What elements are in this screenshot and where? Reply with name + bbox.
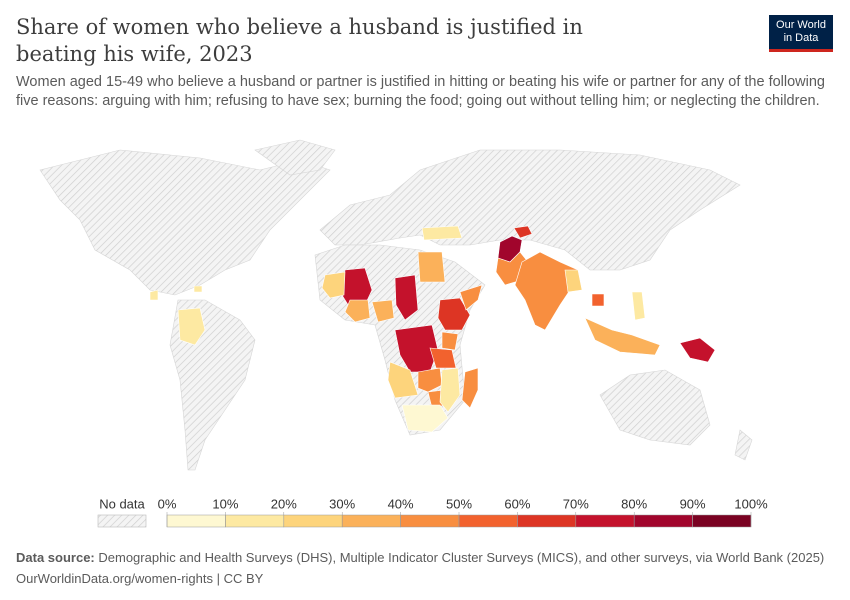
legend-bin [341, 514, 401, 528]
legend-tick-label: 10% [212, 496, 238, 511]
region [514, 251, 579, 331]
map: No data 0% 10% 20% 30% 40% 50% 60% 70% 80% 90% 100… [39, 139, 768, 528]
legend-tick-label: 80% [621, 496, 647, 511]
region [461, 367, 479, 409]
region [513, 225, 533, 239]
legend-tick-label: 30% [329, 496, 355, 511]
legend-tick-label: 100% [734, 496, 768, 511]
region [387, 361, 419, 399]
chart-subtitle: Women aged 15-49 who believe a husband o… [16, 74, 825, 109]
legend-no-data-swatch [97, 514, 147, 528]
region [421, 225, 463, 241]
url[interactable]: OurWorldinData.org/women-rights | CC BY [16, 571, 264, 586]
legend-bin [633, 514, 693, 528]
region [417, 251, 446, 283]
region [417, 367, 443, 393]
source-line: Data source: Demographic and Health Surv… [16, 547, 824, 568]
legend-tick-label: 20% [271, 496, 297, 511]
region [584, 317, 661, 356]
region [371, 299, 395, 323]
legend-tick-label: 90% [680, 496, 706, 511]
logo[interactable]: Our World in Data [769, 15, 833, 52]
legend-tick-label: 0% [158, 496, 177, 511]
source-label: Data source: [16, 550, 95, 565]
footer: Data source: Demographic and Health Surv… [16, 547, 824, 589]
region [631, 291, 646, 321]
region [437, 297, 471, 331]
region [401, 404, 449, 433]
region [439, 367, 461, 413]
legend-bin [400, 514, 460, 528]
legend-tick-label: 40% [388, 496, 414, 511]
region [344, 299, 371, 323]
region [394, 274, 419, 321]
legend-bin [225, 514, 285, 528]
legend-bin [283, 514, 343, 528]
region [459, 284, 483, 311]
legend-bin [575, 514, 635, 528]
legend-no-data-label: No data [99, 496, 145, 511]
logo-line: in Data [783, 32, 819, 44]
logo-line: Our World [776, 19, 826, 31]
legend-tick-label: 70% [563, 496, 589, 511]
source: Demographic and Health Surveys (DHS), Mu… [98, 550, 825, 565]
chart-title: Share of women who believe a husband is … [16, 15, 583, 66]
region [193, 285, 203, 293]
legend-bin [692, 514, 752, 528]
legend-tick-label: 60% [504, 496, 530, 511]
region [429, 347, 457, 369]
region [441, 331, 459, 351]
region [149, 289, 159, 301]
region [177, 307, 206, 346]
region [564, 269, 583, 293]
legend-bin [458, 514, 518, 528]
region [321, 271, 346, 299]
region [591, 293, 605, 307]
region [679, 337, 716, 363]
legend-tick-label: 50% [446, 496, 472, 511]
legend-bin [166, 514, 226, 528]
legend-bin [517, 514, 577, 528]
